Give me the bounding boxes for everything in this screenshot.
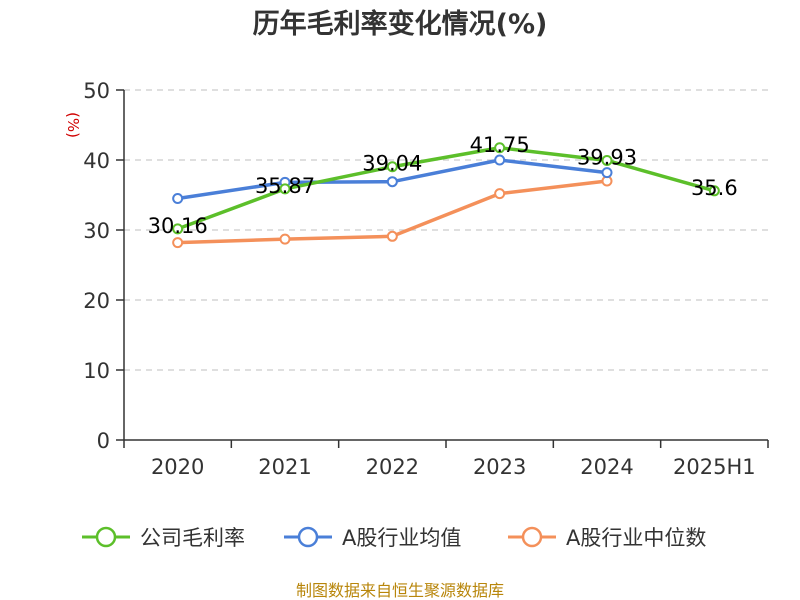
legend-item[interactable]: 公司毛利率	[82, 526, 245, 550]
legend[interactable]: 公司毛利率 A股行业均值 A股行业中位数	[82, 526, 706, 550]
series-lines	[172, 142, 720, 249]
legend-label: A股行业中位数	[566, 526, 706, 550]
data-point[interactable]	[386, 176, 398, 188]
legend-item[interactable]: A股行业均值	[284, 526, 461, 550]
grid-lines	[124, 89, 768, 371]
data-point[interactable]	[172, 237, 184, 249]
series-0	[172, 142, 720, 235]
y-tick-label: 10	[83, 359, 110, 383]
data-point[interactable]	[172, 223, 184, 235]
y-tick-label: 30	[83, 219, 110, 243]
series-line	[175, 146, 717, 231]
data-point[interactable]	[601, 167, 613, 179]
series-2	[172, 175, 613, 249]
x-tick-label: 2021	[258, 455, 311, 479]
data-labels: 30.16 35.87 39.04 41.75 39.93 35.6	[148, 133, 738, 238]
data-point[interactable]	[601, 154, 613, 166]
y-tick-label: 40	[83, 149, 110, 173]
data-label: 39.93	[577, 145, 637, 169]
data-label: 35.6	[691, 176, 738, 200]
legend-label: 公司毛利率	[140, 526, 245, 550]
y-tick-label: 50	[83, 79, 110, 103]
source-note: 制图数据来自恒生聚源数据库	[296, 581, 504, 600]
chart-title: 历年毛利率变化情况(%)	[253, 8, 548, 40]
legend-marker	[297, 526, 319, 548]
y-tick-label: 20	[83, 289, 110, 313]
data-point[interactable]	[494, 154, 506, 166]
data-label: 30.16	[148, 214, 208, 238]
data-point[interactable]	[386, 230, 398, 242]
data-point[interactable]	[279, 183, 291, 195]
y-tick-label: 0	[97, 429, 110, 453]
x-tick-label: 2023	[473, 455, 526, 479]
data-label: 41.75	[470, 133, 530, 157]
data-point[interactable]	[494, 142, 506, 154]
x-tick-label: 2024	[580, 455, 633, 479]
data-point[interactable]	[172, 193, 184, 204]
data-point[interactable]	[279, 233, 291, 245]
x-tick-label: 2025H1	[673, 455, 756, 479]
axes: 0 10 20 30 40 50 2020 2021 2022 2023 2024 2025H1	[83, 79, 769, 479]
legend-item[interactable]: A股行业中位数	[508, 526, 706, 550]
legend-marker	[95, 526, 117, 548]
x-tick-label: 2020	[151, 455, 204, 479]
legend-marker	[521, 526, 543, 548]
legend-label: A股行业均值	[342, 526, 461, 550]
data-label: 35.87	[255, 174, 315, 198]
data-point[interactable]	[494, 188, 506, 200]
y-axis-label: (%)	[64, 112, 82, 138]
data-point[interactable]	[386, 161, 398, 173]
data-label: 39.04	[362, 152, 422, 176]
x-tick-label: 2022	[366, 455, 419, 479]
data-point[interactable]	[708, 185, 720, 197]
